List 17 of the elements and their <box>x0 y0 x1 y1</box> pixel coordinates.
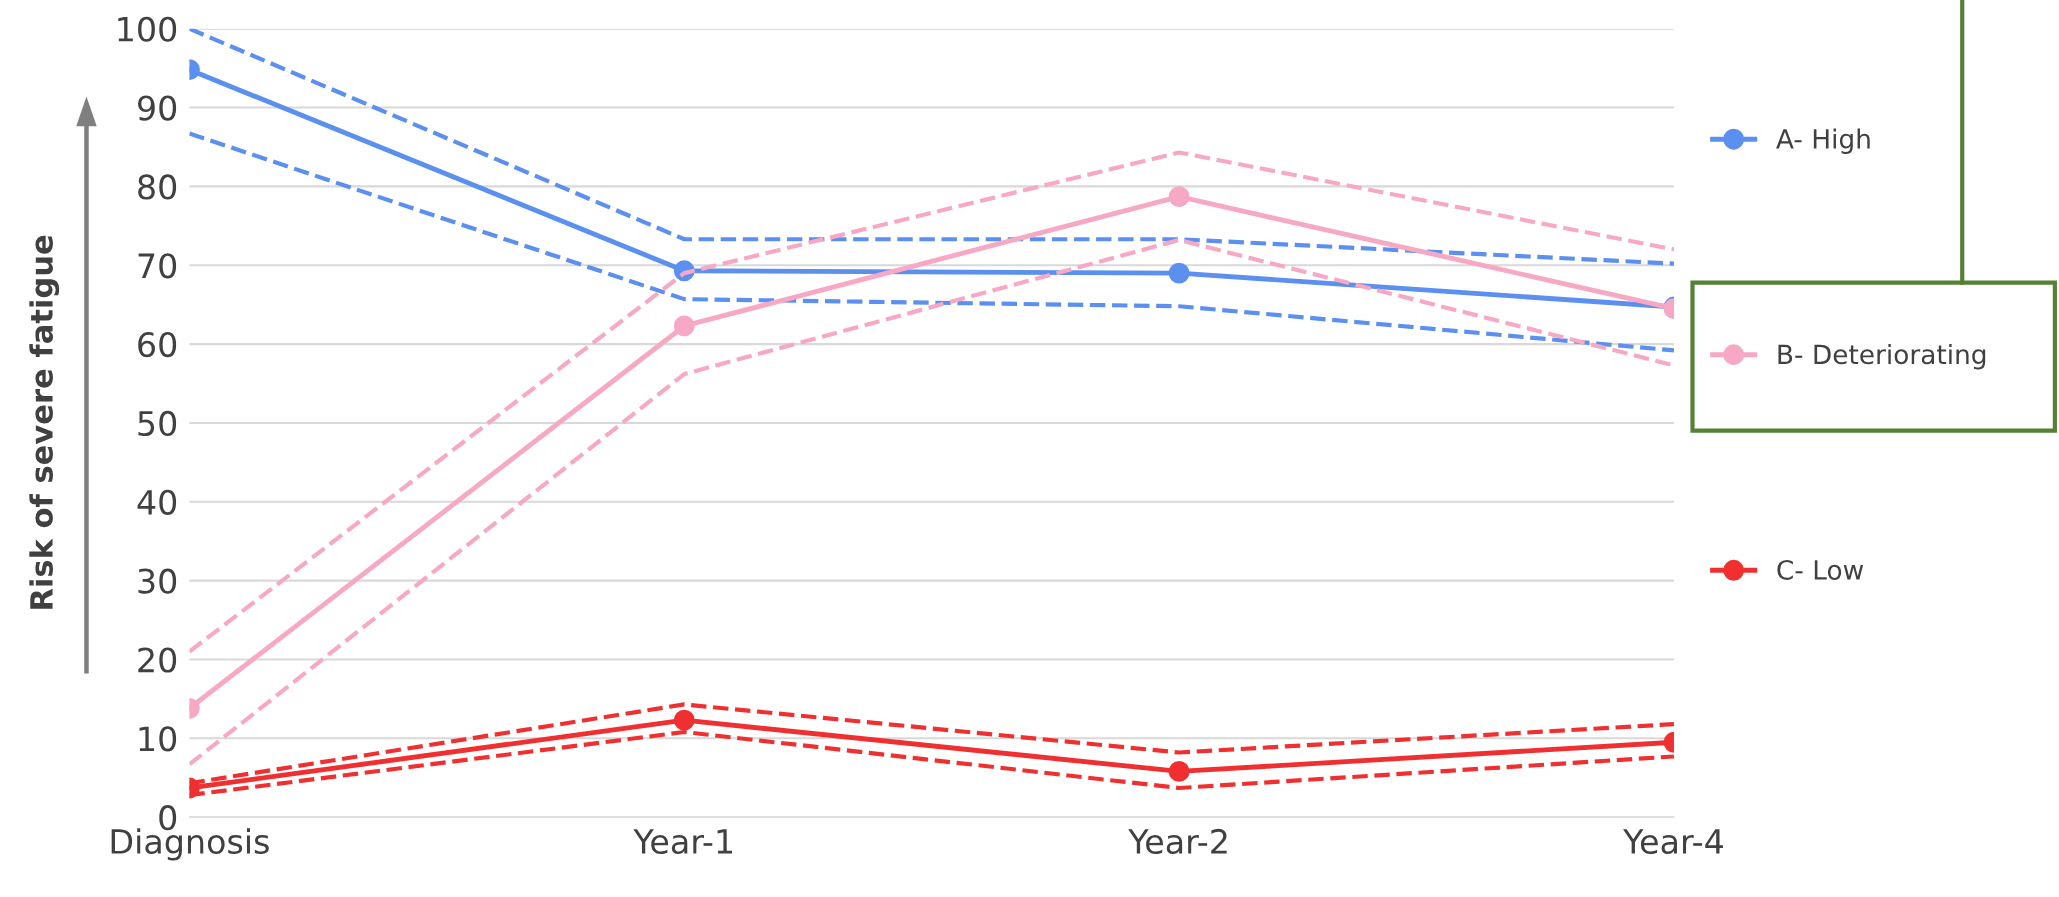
legend-label: A- High <box>1776 128 1870 154</box>
x-tick-label: Year-2 <box>1128 828 1227 855</box>
y-axis-title: Risk of severe fatigue <box>29 235 60 609</box>
y-tick-label: 90 <box>138 95 177 121</box>
x-tick-label: Year-4 <box>1623 829 1723 855</box>
y-tick-label: 10 <box>139 726 177 752</box>
legend-label: C- Low <box>1777 559 1864 580</box>
y-tick-label: 70 <box>138 253 177 279</box>
y-tick-label: 60 <box>138 332 177 358</box>
x-tick-label: Year-1 <box>633 829 733 855</box>
legend-label: B- Deteriorating <box>1778 343 1986 370</box>
y-tick-label: 40 <box>137 489 177 515</box>
y-tick-label: 20 <box>138 647 177 673</box>
y-tick-label: 100 <box>118 16 177 42</box>
y-tick-label: 30 <box>138 568 177 594</box>
y-tick-label: 50 <box>138 410 177 437</box>
y-tick-label: 80 <box>138 174 177 200</box>
